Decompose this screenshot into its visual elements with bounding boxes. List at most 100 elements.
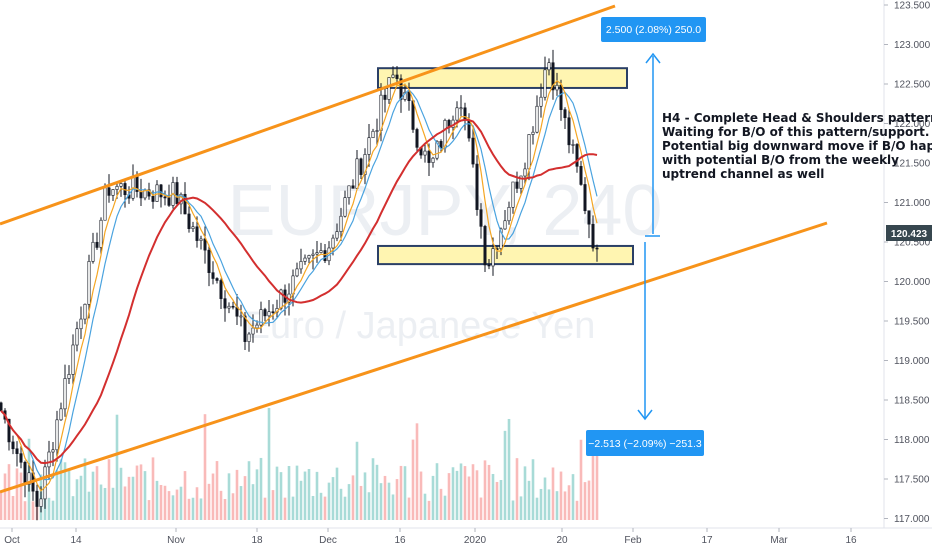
volume-bar <box>203 414 207 520</box>
y-tick-label: 117.500 <box>894 475 930 486</box>
volume-bar <box>491 473 495 520</box>
volume-bar <box>171 495 175 520</box>
candle <box>99 219 103 248</box>
volume-bar <box>283 497 287 520</box>
candle <box>231 305 235 308</box>
volume-bar <box>191 497 195 520</box>
volume-bar <box>67 470 71 520</box>
note-line-3: Potential big downward move if B/O happe… <box>662 139 932 153</box>
candle <box>455 107 459 121</box>
name-watermark: Euro / Japanese Yen <box>245 305 596 347</box>
volume-bar <box>407 497 411 520</box>
volume-bar <box>55 470 59 520</box>
candle <box>39 498 43 507</box>
candle <box>155 184 159 202</box>
volume-bar <box>11 495 15 520</box>
volume-bar <box>99 484 103 520</box>
candle <box>27 472 31 485</box>
volume-bar <box>523 466 527 520</box>
volume-bar <box>583 482 587 520</box>
x-tick-label: Nov <box>167 535 185 546</box>
candle <box>19 453 23 463</box>
volume-bar <box>515 458 519 520</box>
candle <box>471 137 475 165</box>
volume-bar <box>111 487 115 520</box>
volume-bar <box>275 466 279 520</box>
volume-bar <box>455 470 459 520</box>
candle <box>391 74 395 78</box>
candle <box>79 318 83 330</box>
candle <box>315 252 319 255</box>
volume-bar <box>83 458 87 520</box>
volume-bar <box>435 463 439 520</box>
volume-bar <box>219 490 223 520</box>
x-tick-label: 20 <box>556 535 568 546</box>
candle <box>591 223 595 249</box>
volume-bar <box>247 461 251 520</box>
candle <box>359 158 363 175</box>
price-axis[interactable]: 123.500 123.000 122.500 122.000 121.500 121.0… <box>884 1 931 526</box>
candle <box>499 228 503 249</box>
candle <box>15 448 19 454</box>
candle <box>579 166 583 185</box>
candle <box>407 91 411 101</box>
volume-bar <box>499 480 503 520</box>
volume-bar <box>199 498 203 520</box>
y-tick-label: 119.000 <box>894 356 930 367</box>
candle <box>351 185 355 189</box>
volume-bar <box>591 439 595 520</box>
candle <box>399 78 403 100</box>
volume-bar <box>399 465 403 520</box>
volume-bar <box>579 439 583 520</box>
volume-bar <box>287 466 291 520</box>
x-tick-label: Feb <box>624 535 642 546</box>
volume-bar <box>343 496 347 520</box>
volume-bar <box>243 476 247 520</box>
y-tick-label: 122.000 <box>894 119 931 130</box>
candle <box>167 197 171 206</box>
candle <box>531 131 535 135</box>
volume-bar <box>415 423 419 520</box>
volume-bar <box>567 485 571 520</box>
volume-bar <box>31 501 35 520</box>
volume-bar <box>259 457 263 520</box>
volume-bar <box>291 496 295 520</box>
candle <box>379 94 383 131</box>
candle <box>595 247 599 250</box>
resistance-zone <box>377 67 628 89</box>
candle <box>303 257 307 262</box>
volume-bar <box>483 460 487 520</box>
candle <box>463 107 467 121</box>
candle <box>503 220 507 230</box>
annotation-note: H4 - Complete Head & Shoulders pattern. … <box>662 111 932 181</box>
candle <box>271 311 275 314</box>
candle <box>491 248 495 267</box>
measure-up-badge <box>601 17 706 42</box>
volume-bar <box>595 430 599 520</box>
y-tick-label: 119.500 <box>894 317 930 328</box>
candle <box>63 378 67 410</box>
volume-bar <box>131 476 135 520</box>
volume-bar <box>443 495 447 520</box>
measure-arrows <box>637 52 661 421</box>
candle <box>175 182 179 205</box>
candle <box>139 191 143 199</box>
support-zone <box>377 244 634 266</box>
time-axis[interactable]: Oct 14 Nov 18 Dec 16 2020 20 Feb 17 Mar 16 <box>4 528 857 546</box>
candle <box>479 209 483 227</box>
candle <box>339 215 343 232</box>
volume-bar <box>511 500 515 520</box>
volume-bar <box>427 500 431 520</box>
volume-bar <box>439 488 443 520</box>
y-tick-label: 123.500 <box>894 1 931 12</box>
candle <box>191 226 195 229</box>
candle <box>7 418 11 443</box>
volume-bar <box>311 495 315 520</box>
volume-bar <box>419 471 423 520</box>
candle <box>539 96 543 107</box>
volume-bar <box>183 471 187 520</box>
volume-bar <box>531 459 535 520</box>
volume-bar <box>507 418 511 520</box>
y-tick-label: 120.000 <box>894 277 931 288</box>
